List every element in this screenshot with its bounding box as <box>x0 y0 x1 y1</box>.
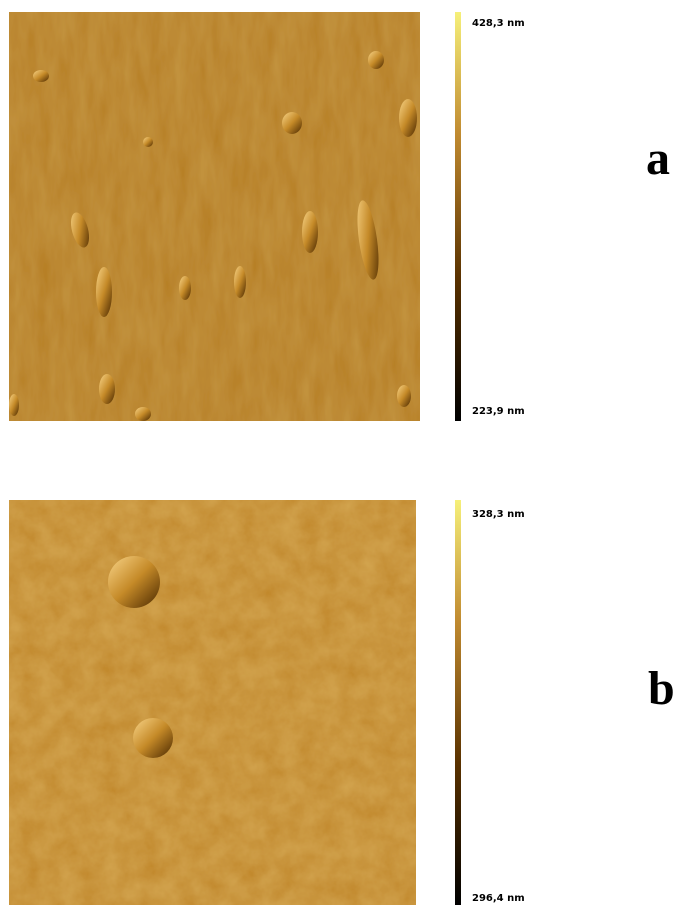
panel-letter: b <box>648 662 675 715</box>
scale-max: 428,3 nm <box>472 18 525 29</box>
scale-max: 328,3 nm <box>472 509 525 520</box>
panel-letter: a <box>646 132 670 185</box>
scale-min: 223,9 nm <box>472 406 525 417</box>
color-bar <box>455 500 461 905</box>
afm-image-b <box>9 500 416 905</box>
color-bar <box>455 12 461 421</box>
figure: 428,3 nm 223,9 nm a 328,3 nm 296,4 nm b <box>0 0 696 907</box>
scale-min: 296,4 nm <box>472 893 525 904</box>
page: 428,3 nm 223,9 nm a 328,3 nm 296,4 nm b … <box>0 0 696 907</box>
afm-image-a <box>9 12 420 421</box>
